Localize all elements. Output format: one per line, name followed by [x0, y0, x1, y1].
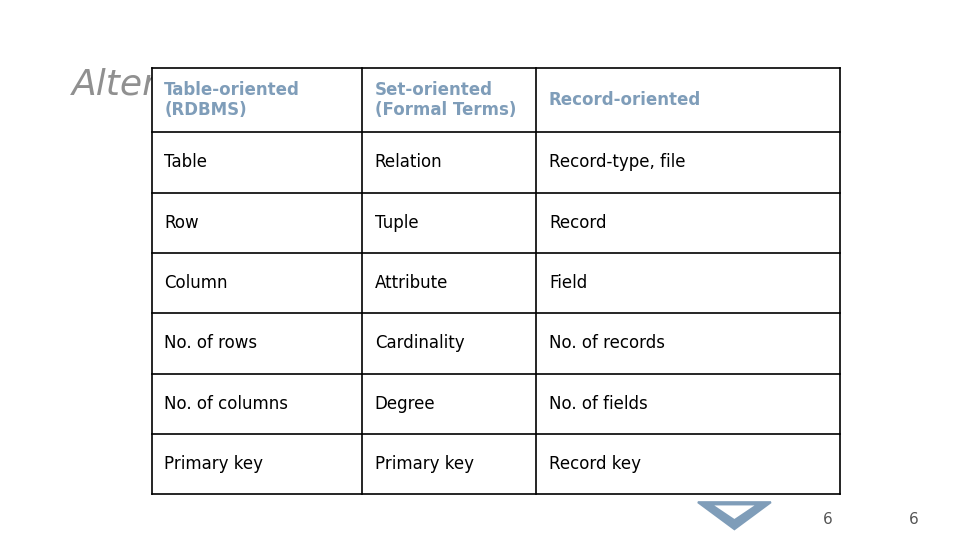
Text: 6: 6: [823, 512, 832, 527]
Text: Row: Row: [164, 214, 199, 232]
Text: Table: Table: [164, 153, 207, 172]
Text: Tuple: Tuple: [374, 214, 419, 232]
Text: Alternative Terminology: Alternative Terminology: [72, 68, 504, 102]
Text: No. of rows: No. of rows: [164, 334, 257, 353]
Text: Column: Column: [164, 274, 228, 292]
Text: Record-oriented: Record-oriented: [549, 91, 701, 109]
Text: Record key: Record key: [549, 455, 641, 473]
Text: Relation: Relation: [374, 153, 443, 172]
Text: 6: 6: [909, 512, 919, 527]
Text: Degree: Degree: [374, 395, 436, 413]
Polygon shape: [698, 502, 771, 529]
Text: Set-oriented
(Formal Terms): Set-oriented (Formal Terms): [374, 80, 516, 119]
Polygon shape: [714, 505, 755, 519]
Text: No. of records: No. of records: [549, 334, 665, 353]
Text: Record: Record: [549, 214, 607, 232]
Bar: [152, 68, 840, 494]
Text: Table-oriented
(RDBMS): Table-oriented (RDBMS): [164, 80, 300, 119]
Text: Primary key: Primary key: [164, 455, 263, 473]
Text: No. of columns: No. of columns: [164, 395, 288, 413]
Text: Record-type, file: Record-type, file: [549, 153, 685, 172]
Text: Attribute: Attribute: [374, 274, 448, 292]
Text: Field: Field: [549, 274, 588, 292]
Text: No. of fields: No. of fields: [549, 395, 648, 413]
Text: Primary key: Primary key: [374, 455, 474, 473]
Text: Cardinality: Cardinality: [374, 334, 465, 353]
